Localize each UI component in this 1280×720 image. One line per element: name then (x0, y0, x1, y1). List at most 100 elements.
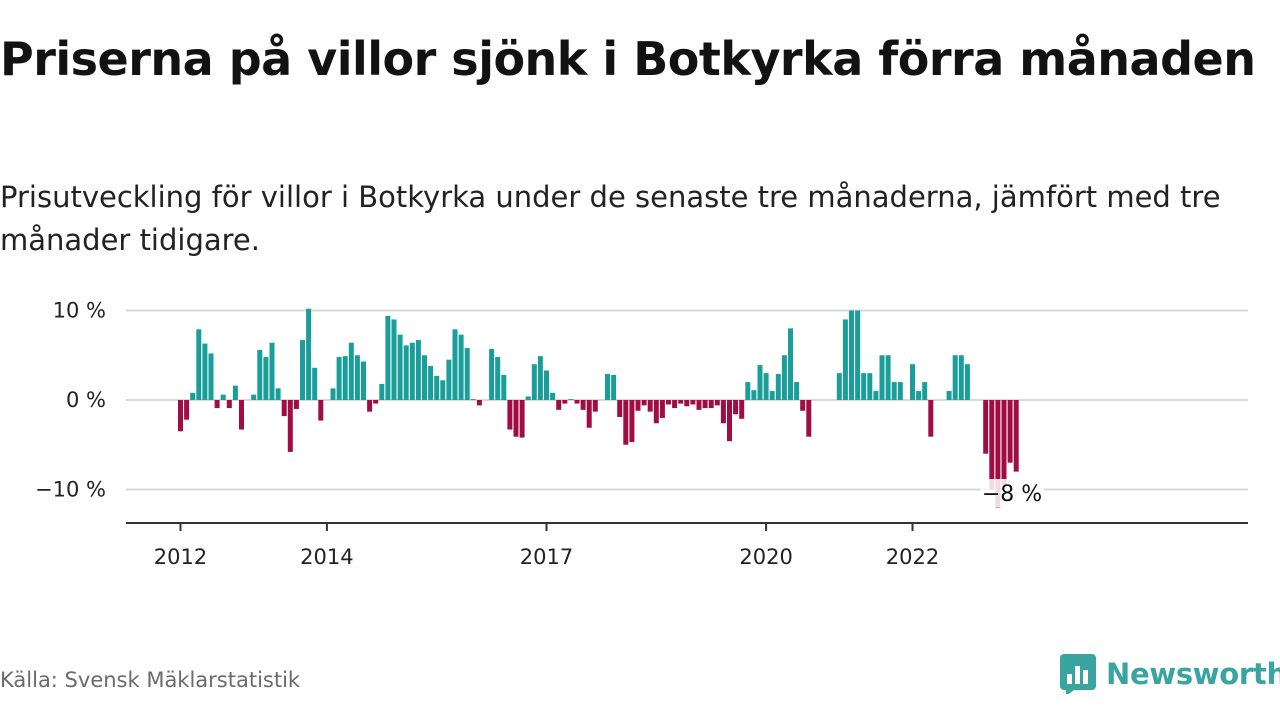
bar (434, 375, 440, 400)
bar (769, 391, 775, 400)
bar (178, 400, 183, 432)
bar (379, 383, 385, 400)
bar (452, 329, 458, 400)
bar (788, 328, 793, 400)
newsworthy-logo-icon (1060, 654, 1096, 694)
bar (342, 356, 348, 400)
bar (910, 364, 915, 400)
bar (409, 342, 415, 400)
bar (672, 400, 678, 409)
bar (678, 400, 684, 404)
bar (684, 400, 690, 407)
bar (983, 400, 989, 454)
bar (690, 400, 696, 405)
bar (495, 357, 501, 400)
bar (263, 357, 269, 400)
bar (922, 382, 928, 400)
bar (800, 400, 806, 411)
bar (513, 400, 519, 437)
bar (196, 329, 202, 400)
bar (312, 367, 318, 400)
bar (666, 400, 671, 405)
bar (702, 400, 708, 409)
bar (361, 361, 366, 400)
bar (836, 373, 842, 400)
bar (946, 391, 952, 400)
bar (281, 400, 287, 417)
bar (574, 400, 580, 404)
bar (458, 334, 464, 400)
bar (891, 382, 897, 400)
bar (629, 400, 635, 443)
bar (757, 365, 763, 400)
bar (659, 400, 665, 418)
bar (501, 374, 507, 400)
bar (623, 400, 629, 445)
bar (556, 400, 562, 410)
bar (220, 394, 226, 400)
bar (855, 310, 861, 400)
bar (952, 355, 958, 400)
bar (751, 390, 757, 400)
bar (916, 391, 922, 400)
bar (605, 374, 610, 400)
bar (733, 400, 739, 415)
bar (446, 359, 452, 400)
bar (397, 334, 403, 400)
bar (928, 400, 934, 437)
bar (580, 400, 586, 410)
bar (415, 340, 421, 400)
bar (781, 355, 787, 400)
bar (239, 400, 244, 430)
bar (879, 355, 885, 400)
bar (464, 348, 470, 400)
bar (562, 400, 568, 404)
end-value-label: −8 % (982, 482, 1042, 507)
bar (586, 400, 592, 428)
bar (232, 385, 238, 400)
bar (592, 400, 598, 412)
bar (544, 370, 549, 400)
bar (775, 374, 781, 400)
bar (958, 355, 964, 400)
bar (287, 400, 293, 452)
bar (842, 319, 848, 400)
bar (428, 365, 434, 400)
bar (214, 400, 220, 409)
bar (336, 357, 342, 400)
bar (727, 400, 732, 442)
bar (708, 400, 714, 409)
x-tick-label: 2014 (300, 545, 353, 569)
bar (489, 348, 495, 400)
bar (202, 343, 208, 400)
bar (568, 399, 574, 400)
label-layer: 10 % 0 % −10 % 2012 2014 2017 2020 2022 −8 % (35, 299, 1045, 569)
bar (861, 373, 867, 400)
bar (1007, 400, 1013, 463)
bar (373, 400, 379, 404)
bars-layer (178, 308, 1019, 508)
bar (318, 400, 324, 421)
bar (403, 345, 409, 400)
bar (531, 364, 537, 400)
x-tick-label: 2022 (886, 545, 939, 569)
bar (849, 310, 854, 400)
bar (226, 400, 232, 409)
bar (507, 400, 513, 430)
y-tick-label: 10 % (53, 299, 106, 323)
bar (354, 355, 360, 400)
bar (525, 396, 531, 400)
bar (897, 382, 903, 400)
brand-name: Newsworthy (1106, 657, 1280, 691)
bar (300, 340, 305, 400)
bar (257, 349, 263, 400)
bar (391, 319, 397, 400)
bar (720, 400, 726, 424)
brand[interactable]: Newsworthy (1060, 654, 1280, 694)
bar (306, 308, 312, 400)
axis-layer (126, 522, 1248, 531)
bar (647, 400, 653, 412)
x-tick-label: 2017 (520, 545, 573, 569)
bar (653, 400, 659, 424)
bar (806, 400, 812, 437)
